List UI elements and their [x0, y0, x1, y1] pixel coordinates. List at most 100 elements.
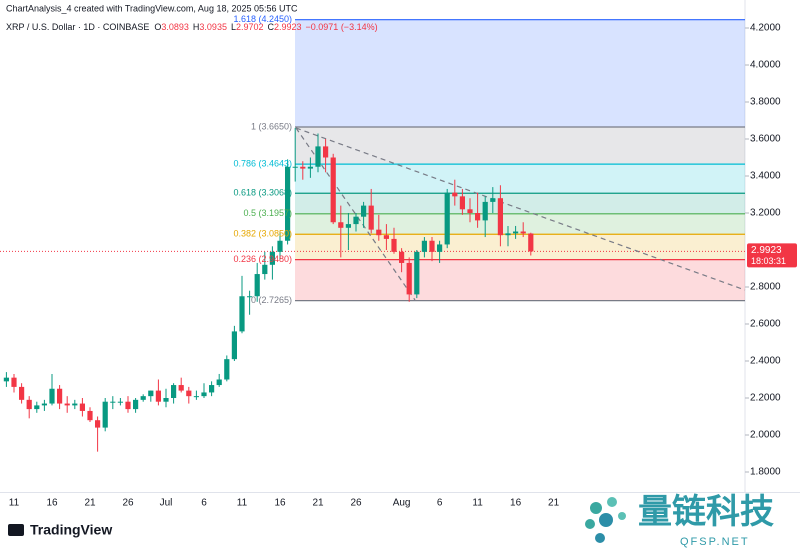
candle-body	[269, 251, 275, 265]
x-tick-label: 16	[510, 498, 522, 509]
candle-body	[482, 201, 488, 221]
fib-label: 0.618 (3.3068)	[233, 188, 292, 198]
trend-line	[295, 127, 746, 291]
candle-body	[520, 231, 526, 234]
candle-body	[452, 192, 458, 197]
fib-zone	[295, 19, 745, 127]
candle-body	[467, 209, 473, 213]
candle-body	[368, 205, 374, 230]
x-tick-label: 26	[122, 498, 134, 509]
candle-body	[399, 251, 405, 263]
candle-body	[64, 403, 70, 406]
candle-body	[201, 392, 207, 397]
candle-body	[254, 274, 260, 297]
y-tick-label: 3.8000	[750, 97, 781, 108]
candle-body	[26, 399, 32, 410]
candle-body	[323, 146, 329, 158]
fib-label: 1.618 (4.2450)	[233, 14, 292, 24]
candle-body	[391, 238, 397, 252]
candle-body	[277, 240, 283, 252]
fib-zone	[295, 213, 745, 235]
change: −0.0971 (−3.14%)	[306, 22, 378, 32]
candle-body	[140, 396, 146, 400]
y-tick-label: 4.0000	[750, 60, 781, 71]
x-tick-label: 6	[437, 498, 443, 509]
candle-body	[148, 390, 154, 397]
candle-body	[490, 198, 496, 202]
candle-body	[209, 385, 215, 393]
candle-body	[528, 233, 534, 252]
watermark: 量链科技 QFSP.NET	[585, 493, 774, 548]
y-tick-label: 2.2000	[750, 393, 781, 404]
candle-body	[231, 331, 237, 360]
field-key: C	[268, 22, 275, 32]
candle-body	[285, 166, 291, 241]
price-badge-countdown: 18:03:31	[751, 256, 786, 266]
candle-body	[330, 157, 336, 223]
candle-body	[102, 401, 108, 428]
price-badge-value: 2.9923	[751, 245, 782, 256]
candle-body	[3, 377, 9, 382]
candle-body	[247, 296, 253, 298]
field-value: 2.9702	[236, 22, 264, 32]
candle-body	[117, 401, 123, 403]
candle-body	[41, 403, 47, 406]
candle-body	[497, 198, 503, 236]
price-badge	[747, 243, 797, 268]
candle-body	[513, 231, 519, 234]
candle-body	[406, 262, 412, 295]
candle-body	[133, 399, 139, 410]
x-tick-label: Jul	[160, 498, 173, 509]
fib-zone	[295, 259, 745, 301]
field-value: 2.9923	[274, 22, 302, 32]
watermark-dot	[607, 497, 617, 507]
field-value: 3.0935	[199, 22, 227, 32]
candle-body	[437, 244, 443, 252]
candle-body	[414, 251, 420, 295]
candle-body	[19, 386, 25, 400]
candle-body	[383, 235, 389, 239]
y-tick-label: 3.6000	[750, 134, 781, 145]
fib-zone	[295, 164, 745, 194]
logo-text: TradingView	[30, 522, 112, 538]
candle-body	[421, 240, 427, 252]
y-tick-label: 1.8000	[750, 467, 781, 478]
fib-label: 1 (3.6650)	[251, 121, 292, 131]
x-tick-label: 21	[548, 498, 560, 509]
candle-body	[178, 385, 184, 391]
candle-body	[459, 196, 465, 210]
candle-body	[34, 405, 40, 410]
candle-body	[475, 213, 481, 221]
candle-body	[155, 390, 161, 402]
candle-body	[87, 410, 93, 421]
fib-label: 0.5 (3.1957)	[243, 208, 292, 218]
y-tick-label: 2.0000	[750, 430, 781, 441]
field-key: H	[193, 22, 200, 32]
y-tick-label: 2.4000	[750, 356, 781, 367]
y-tick-label: 4.2000	[750, 23, 781, 34]
candle-body	[429, 240, 435, 252]
candle-body	[95, 420, 101, 428]
candle-body	[163, 398, 169, 402]
fib-zone	[295, 126, 745, 165]
candle-body	[361, 205, 367, 217]
candle-body	[239, 296, 245, 332]
watermark-dot	[599, 513, 613, 527]
candle-body	[79, 403, 85, 411]
candle-body	[57, 388, 63, 404]
x-tick-label: Aug	[393, 498, 411, 509]
x-tick-label: 16	[274, 498, 286, 509]
candle-body	[186, 390, 192, 397]
x-tick-label: 6	[201, 498, 207, 509]
x-tick-label: 21	[84, 498, 96, 509]
candle-body	[72, 403, 78, 406]
candle-body	[262, 264, 268, 275]
candle-body	[193, 396, 199, 398]
candle-body	[300, 166, 306, 169]
fib-label: 0.382 (3.0850)	[233, 229, 292, 239]
fib-zone	[295, 193, 745, 214]
x-tick-label: 16	[46, 498, 58, 509]
x-tick-label: 21	[312, 498, 324, 509]
x-tick-label: 11	[472, 498, 483, 509]
